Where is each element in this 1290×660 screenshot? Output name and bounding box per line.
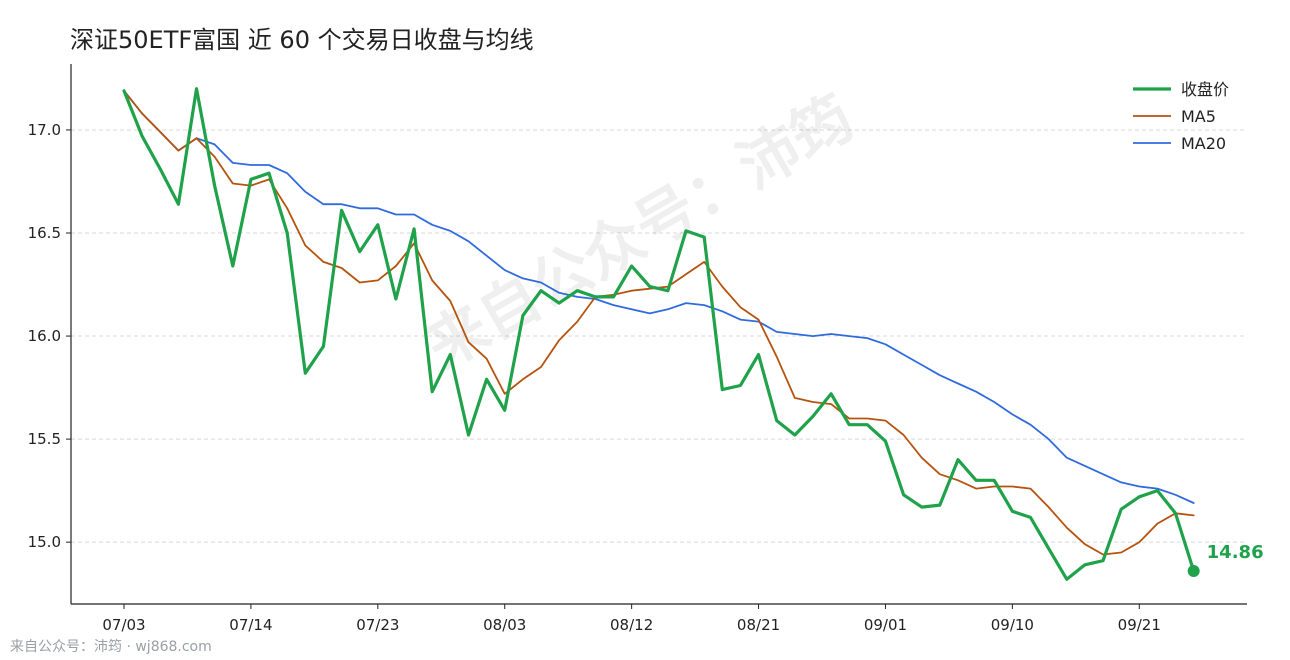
x-tick-label: 09/01	[864, 616, 907, 634]
legend-label: 收盘价	[1181, 80, 1229, 99]
gridlines	[71, 129, 1247, 543]
x-tick-label: 08/12	[610, 616, 653, 634]
y-tick-label: 16.0	[28, 327, 61, 345]
watermark: 来自公众号：沛筠	[415, 82, 866, 383]
last-value-label: 14.86	[1207, 542, 1264, 563]
legend-label: MA5	[1181, 107, 1216, 126]
series-lines: 14.86	[122, 87, 1264, 581]
y-tick-label: 16.5	[28, 224, 61, 242]
y-tick-label: 15.5	[28, 430, 61, 448]
x-tick-label: 09/10	[991, 616, 1034, 634]
legend-label: MA20	[1181, 134, 1226, 153]
x-tick-label: 07/14	[229, 616, 272, 634]
last-point-marker	[1187, 565, 1200, 578]
chart-title: 深证50ETF富国 近 60 个交易日收盘与均线	[70, 26, 534, 54]
legend: 收盘价 MA5 MA20	[1133, 80, 1229, 153]
close-price-line	[122, 87, 1196, 581]
x-tick-label: 08/03	[483, 616, 526, 634]
x-tick-label: 07/23	[356, 616, 399, 634]
x-tick-label: 07/03	[102, 616, 145, 634]
y-tick-label: 17.0	[28, 121, 61, 139]
x-tick-label: 08/21	[737, 616, 780, 634]
footer-credit: 来自公众号：沛筠 · wj868.com	[10, 639, 212, 655]
y-tick-label: 15.0	[28, 533, 61, 551]
ma5-line	[123, 89, 1195, 556]
ma20-line	[123, 89, 1195, 504]
axes: 15.0 15.5 16.0 16.5 17.0 07/03 07/14 07/23 08/03…	[28, 64, 1247, 634]
x-tick-label: 09/21	[1118, 616, 1161, 634]
